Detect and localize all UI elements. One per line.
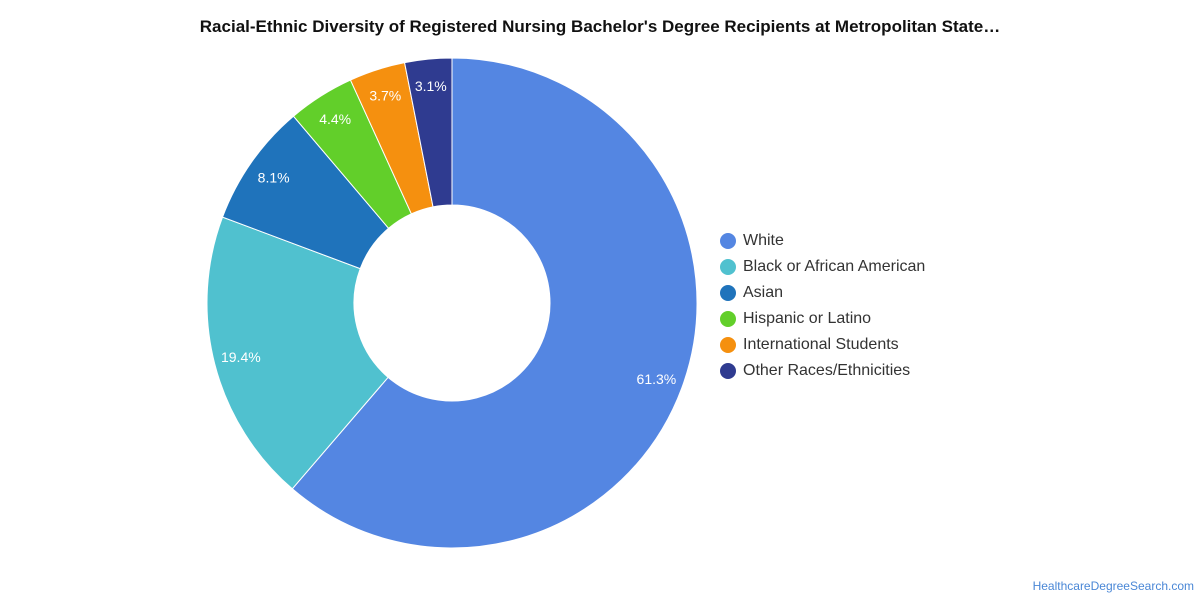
slice-label: 4.4% bbox=[319, 111, 351, 127]
slice-label: 3.7% bbox=[369, 87, 401, 103]
slice-other-races-ethnicities[interactable] bbox=[403, 57, 453, 208]
chart-legend: White Black or African American Asian Hispa… bbox=[720, 228, 925, 384]
slice-white[interactable] bbox=[291, 57, 698, 549]
legend-label: Other Races/Ethnicities bbox=[743, 362, 911, 379]
legend-label: Asian bbox=[743, 284, 784, 301]
legend-swatch bbox=[720, 337, 736, 353]
legend-item[interactable]: Asian bbox=[720, 280, 925, 306]
slice-black-or-african-american[interactable] bbox=[206, 216, 389, 490]
slice-label: 3.1% bbox=[415, 78, 447, 94]
legend-swatch bbox=[720, 285, 736, 301]
slice-label: 19.4% bbox=[221, 349, 261, 365]
legend-swatch bbox=[720, 233, 736, 249]
chart-title: Racial-Ethnic Diversity of Registered Nu… bbox=[199, 17, 1001, 36]
legend-item[interactable]: White bbox=[720, 228, 925, 254]
source-link[interactable]: HealthcareDegreeSearch.com bbox=[1032, 579, 1194, 593]
legend-label: Black or African American bbox=[743, 258, 926, 275]
slice-label: 61.3% bbox=[637, 371, 677, 387]
legend-swatch bbox=[720, 259, 736, 275]
legend-item[interactable]: Black or African American bbox=[720, 254, 925, 280]
legend-label: International Students bbox=[743, 336, 899, 353]
legend-item[interactable]: Hispanic or Latino bbox=[720, 306, 925, 332]
legend-item[interactable]: International Students bbox=[720, 332, 925, 358]
legend-item[interactable]: Other Races/Ethnicities bbox=[720, 358, 925, 384]
legend-label: Hispanic or Latino bbox=[743, 310, 872, 327]
legend-swatch bbox=[720, 311, 736, 327]
slice-label: 8.1% bbox=[258, 170, 290, 186]
legend-swatch bbox=[720, 363, 736, 379]
legend-label: White bbox=[743, 232, 784, 249]
